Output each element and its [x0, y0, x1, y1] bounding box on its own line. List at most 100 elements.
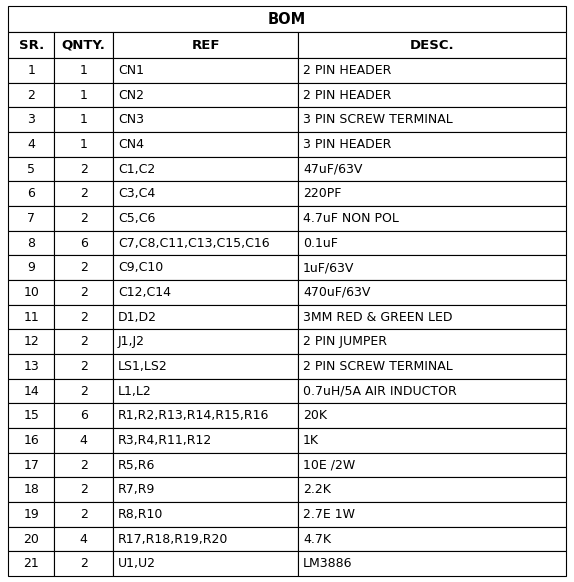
- Bar: [8, 453, 55, 477]
- Bar: [113, 83, 298, 107]
- Text: 2: 2: [80, 335, 88, 348]
- Bar: [8, 230, 55, 255]
- Bar: [298, 182, 566, 206]
- Bar: [298, 502, 566, 527]
- Bar: [8, 182, 55, 206]
- Bar: [8, 32, 55, 58]
- Bar: [8, 107, 55, 132]
- Text: R17,R18,R19,R20: R17,R18,R19,R20: [118, 533, 228, 545]
- Text: 20: 20: [23, 533, 39, 545]
- Text: 4.7uF NON POL: 4.7uF NON POL: [303, 212, 399, 225]
- Text: 14: 14: [24, 385, 39, 398]
- Bar: [113, 157, 298, 182]
- Text: QNTY.: QNTY.: [61, 38, 106, 52]
- Bar: [55, 551, 113, 576]
- Text: 2: 2: [80, 212, 88, 225]
- Bar: [113, 32, 298, 58]
- Text: 15: 15: [23, 409, 39, 422]
- Text: 1K: 1K: [303, 434, 319, 447]
- Text: 13: 13: [24, 360, 39, 373]
- Text: R1,R2,R13,R14,R15,R16: R1,R2,R13,R14,R15,R16: [118, 409, 269, 422]
- Text: 8: 8: [27, 236, 35, 250]
- Bar: [298, 428, 566, 453]
- Bar: [113, 107, 298, 132]
- Text: DESC.: DESC.: [410, 38, 455, 52]
- Bar: [113, 206, 298, 230]
- Text: 1: 1: [80, 113, 88, 126]
- Bar: [8, 354, 55, 379]
- Bar: [55, 502, 113, 527]
- Bar: [298, 354, 566, 379]
- Text: U1,U2: U1,U2: [118, 557, 156, 570]
- Bar: [55, 527, 113, 551]
- Bar: [55, 32, 113, 58]
- Bar: [113, 379, 298, 403]
- Bar: [55, 453, 113, 477]
- Bar: [298, 329, 566, 354]
- Text: 2 PIN HEADER: 2 PIN HEADER: [303, 64, 391, 77]
- Bar: [113, 354, 298, 379]
- Text: L1,L2: L1,L2: [118, 385, 152, 398]
- Bar: [8, 305, 55, 329]
- Bar: [298, 305, 566, 329]
- Bar: [8, 551, 55, 576]
- Bar: [8, 527, 55, 551]
- Bar: [55, 206, 113, 230]
- Text: 21: 21: [24, 557, 39, 570]
- Text: 2.2K: 2.2K: [303, 483, 331, 496]
- Text: LS1,LS2: LS1,LS2: [118, 360, 168, 373]
- Bar: [113, 502, 298, 527]
- Text: 2 PIN JUMPER: 2 PIN JUMPER: [303, 335, 387, 348]
- Text: 3 PIN HEADER: 3 PIN HEADER: [303, 138, 391, 151]
- Text: 9: 9: [27, 261, 35, 274]
- Text: 2: 2: [80, 483, 88, 496]
- Bar: [8, 280, 55, 305]
- Text: 12: 12: [24, 335, 39, 348]
- Bar: [298, 206, 566, 230]
- Text: 4: 4: [27, 138, 35, 151]
- Text: R3,R4,R11,R12: R3,R4,R11,R12: [118, 434, 212, 447]
- Text: 3: 3: [27, 113, 35, 126]
- Bar: [298, 32, 566, 58]
- Text: 7: 7: [27, 212, 35, 225]
- Text: 10: 10: [23, 286, 39, 299]
- Text: 1uF/63V: 1uF/63V: [303, 261, 355, 274]
- Bar: [55, 58, 113, 83]
- Bar: [8, 502, 55, 527]
- Text: C3,C4: C3,C4: [118, 187, 155, 200]
- Bar: [113, 305, 298, 329]
- Bar: [298, 230, 566, 255]
- Text: R7,R9: R7,R9: [118, 483, 156, 496]
- Text: 3 PIN SCREW TERMINAL: 3 PIN SCREW TERMINAL: [303, 113, 453, 126]
- Text: 2: 2: [80, 187, 88, 200]
- Text: 20K: 20K: [303, 409, 327, 422]
- Text: 2: 2: [80, 459, 88, 471]
- Bar: [8, 379, 55, 403]
- Bar: [8, 403, 55, 428]
- Text: C12,C14: C12,C14: [118, 286, 171, 299]
- Text: D1,D2: D1,D2: [118, 311, 157, 324]
- Bar: [298, 403, 566, 428]
- Text: 2: 2: [80, 508, 88, 521]
- Text: 2.7E 1W: 2.7E 1W: [303, 508, 355, 521]
- Bar: [8, 132, 55, 157]
- Text: 5: 5: [27, 162, 35, 176]
- Bar: [113, 280, 298, 305]
- Bar: [8, 157, 55, 182]
- Bar: [113, 477, 298, 502]
- Bar: [113, 182, 298, 206]
- Text: CN3: CN3: [118, 113, 144, 126]
- Bar: [298, 477, 566, 502]
- Text: 6: 6: [80, 236, 88, 250]
- Text: 1: 1: [80, 138, 88, 151]
- Text: 2: 2: [80, 360, 88, 373]
- Bar: [55, 403, 113, 428]
- Bar: [298, 157, 566, 182]
- Text: 10E /2W: 10E /2W: [303, 459, 355, 471]
- Text: C7,C8,C11,C13,C15,C16: C7,C8,C11,C13,C15,C16: [118, 236, 270, 250]
- Text: 6: 6: [27, 187, 35, 200]
- Bar: [55, 157, 113, 182]
- Text: 4: 4: [80, 434, 88, 447]
- Bar: [55, 132, 113, 157]
- Text: 0.7uH/5A AIR INDUCTOR: 0.7uH/5A AIR INDUCTOR: [303, 385, 457, 398]
